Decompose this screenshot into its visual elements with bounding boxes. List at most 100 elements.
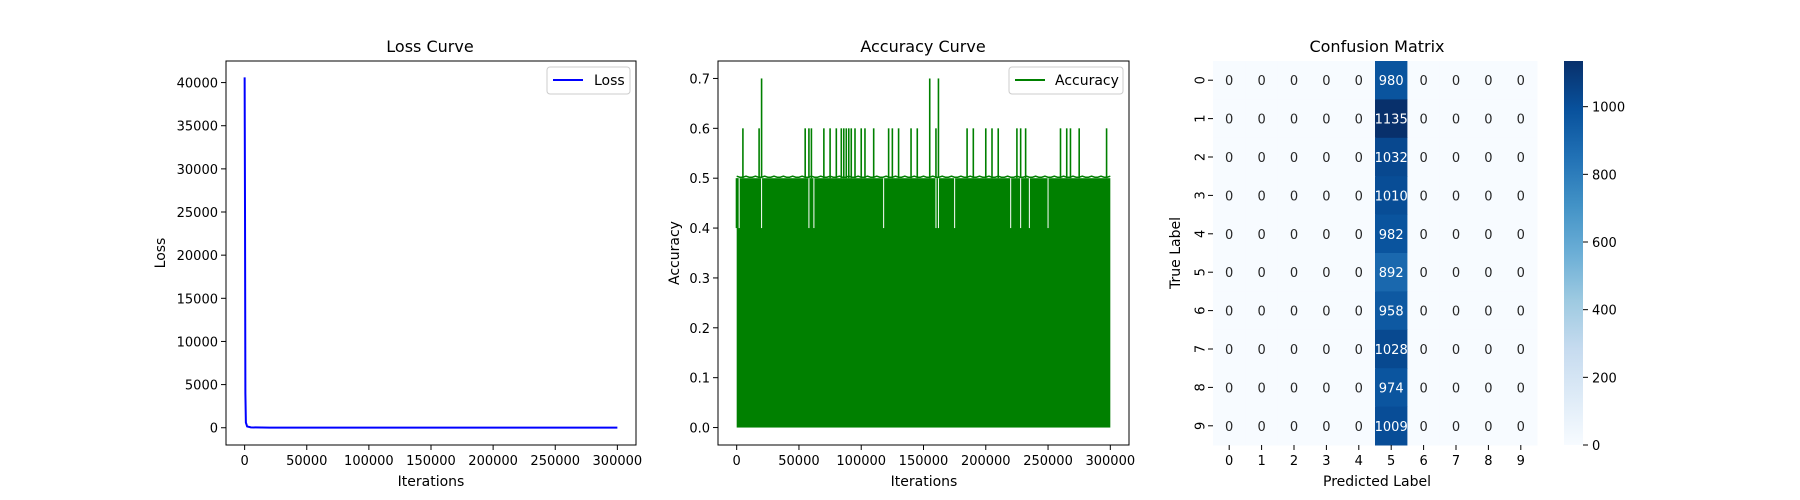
confusion-matrix-cell-value: 0 xyxy=(1322,266,1330,281)
confusion-matrix-cell-value: 974 xyxy=(1379,381,1404,396)
confusion-matrix-cell xyxy=(1213,253,1246,292)
confusion-matrix-cell-value: 0 xyxy=(1452,266,1460,281)
confusion-matrix-cell xyxy=(1504,176,1538,216)
loss-y-tick-label: 10000 xyxy=(177,335,218,350)
accuracy-x-axis-label: Iterations xyxy=(891,474,958,490)
confusion-matrix-cell-value: 0 xyxy=(1452,343,1460,358)
confusion-matrix-cell xyxy=(1213,99,1246,139)
confusion-matrix-cell xyxy=(1472,61,1506,100)
confusion-matrix-colorbar-tick-label: 0 xyxy=(1592,439,1600,454)
confusion-matrix-cell-value: 0 xyxy=(1225,113,1233,128)
confusion-matrix-cell xyxy=(1245,214,1279,254)
confusion-matrix-cell-value: 0 xyxy=(1452,381,1460,396)
confusion-matrix-colorbar-tick-label: 800 xyxy=(1592,168,1617,183)
confusion-matrix-cell xyxy=(1375,176,1408,216)
accuracy-y-axis-label: Accuracy xyxy=(667,221,683,285)
confusion-matrix-cell-value: 0 xyxy=(1517,305,1525,320)
confusion-matrix-cell xyxy=(1213,176,1246,216)
confusion-matrix-cell-value: 0 xyxy=(1452,189,1460,204)
confusion-matrix-cell-value: 1028 xyxy=(1375,343,1408,358)
confusion-matrix-cell-value: 0 xyxy=(1257,151,1265,166)
confusion-matrix-cell xyxy=(1245,176,1279,216)
confusion-matrix-x-axis-label: Predicted Label xyxy=(1323,474,1431,490)
confusion-matrix-cell-value: 0 xyxy=(1257,305,1265,320)
confusion-matrix-cell xyxy=(1504,253,1538,292)
confusion-matrix-cell-value: 0 xyxy=(1484,228,1492,243)
confusion-matrix-cell xyxy=(1472,291,1506,331)
confusion-matrix-cell-value: 0 xyxy=(1257,266,1265,281)
confusion-matrix-x-ticks: 0 1 2 3 4 5 6 7 8 9 xyxy=(1225,445,1525,469)
confusion-matrix-y-tick-label: 4 xyxy=(1194,230,1209,238)
confusion-matrix-cell xyxy=(1439,329,1473,369)
confusion-matrix-x-tick-label: 5 xyxy=(1387,454,1395,469)
confusion-matrix-cell xyxy=(1277,406,1311,446)
confusion-matrix-cell-value: 0 xyxy=(1419,74,1427,89)
confusion-matrix-cell xyxy=(1439,291,1473,331)
accuracy-chart: Accuracy Curve 0 50000 100000 150000 200000 2… xyxy=(667,37,1135,490)
confusion-matrix-cell xyxy=(1504,214,1538,254)
confusion-matrix-cell xyxy=(1213,61,1246,100)
accuracy-y-ticks: 0.0 0.1 0.2 0.3 0.4 0.5 0.6 0.7 xyxy=(689,72,718,437)
confusion-matrix-cell-value: 0 xyxy=(1225,343,1233,358)
confusion-matrix-title: Confusion Matrix xyxy=(1309,37,1444,56)
accuracy-y-tick-label: 0.0 xyxy=(689,422,710,437)
accuracy-x-tick-label: 300000 xyxy=(1085,454,1135,469)
confusion-matrix-cell-value: 0 xyxy=(1290,228,1298,243)
confusion-matrix-cell-value: 0 xyxy=(1419,266,1427,281)
confusion-matrix-cell xyxy=(1213,329,1246,369)
loss-x-tick-label: 300000 xyxy=(593,454,643,469)
confusion-matrix-cell-value: 0 xyxy=(1517,343,1525,358)
accuracy-x-tick-label: 250000 xyxy=(1023,454,1073,469)
confusion-matrix-y-tick-label: 6 xyxy=(1194,306,1209,314)
confusion-matrix-cell xyxy=(1407,291,1441,331)
confusion-matrix-y-tick-label: 0 xyxy=(1194,76,1209,84)
confusion-matrix-cell-value: 958 xyxy=(1379,305,1404,320)
confusion-matrix-cell-value: 0 xyxy=(1355,113,1363,128)
confusion-matrix-cell xyxy=(1342,61,1376,100)
confusion-matrix-x-tick-label: 4 xyxy=(1355,454,1363,469)
confusion-matrix-cell-value: 0 xyxy=(1484,113,1492,128)
confusion-matrix-cell-value: 0 xyxy=(1517,74,1525,89)
confusion-matrix-chart: Confusion Matrix 0 0 0 0 0 980 0 0 0 00 0 0 0 0 1135 0 0… xyxy=(1168,37,1625,490)
confusion-matrix-cell xyxy=(1375,137,1408,177)
confusion-matrix-cell-value: 0 xyxy=(1355,151,1363,166)
confusion-matrix-cell xyxy=(1407,329,1441,369)
accuracy-y-tick-label: 0.7 xyxy=(689,72,710,87)
confusion-matrix-cell xyxy=(1342,137,1376,177)
confusion-matrix-y-ticks: 0 1 2 3 4 5 6 7 8 9 xyxy=(1194,76,1213,430)
confusion-matrix-cell-value: 0 xyxy=(1290,74,1298,89)
confusion-matrix-cell xyxy=(1472,137,1506,177)
confusion-matrix-cell-value: 0 xyxy=(1290,189,1298,204)
confusion-matrix-cell xyxy=(1472,176,1506,216)
accuracy-legend: Accuracy xyxy=(1008,66,1124,95)
confusion-matrix-cell xyxy=(1213,137,1246,177)
confusion-matrix-cell xyxy=(1277,137,1311,177)
confusion-matrix-cell-value: 0 xyxy=(1322,381,1330,396)
confusion-matrix-cell-value: 0 xyxy=(1322,74,1330,89)
confusion-matrix-cell-value: 0 xyxy=(1484,151,1492,166)
confusion-matrix-cell xyxy=(1213,406,1246,446)
confusion-matrix-cell xyxy=(1245,368,1279,408)
loss-x-tick-label: 250000 xyxy=(530,454,580,469)
accuracy-y-tick-label: 0.2 xyxy=(689,322,710,337)
confusion-matrix-cell-value: 0 xyxy=(1257,74,1265,89)
confusion-matrix-cell-value: 0 xyxy=(1484,266,1492,281)
loss-legend: Loss xyxy=(546,66,631,95)
confusion-matrix-colorbar-tick-label: 1000 xyxy=(1592,101,1625,116)
loss-axes-frame xyxy=(225,60,637,446)
confusion-matrix-cell-value: 0 xyxy=(1257,381,1265,396)
confusion-matrix-x-tick-label: 2 xyxy=(1290,454,1298,469)
loss-x-tick-label: 50000 xyxy=(286,454,327,469)
confusion-matrix-y-tick-label: 2 xyxy=(1194,153,1209,161)
confusion-matrix-cell xyxy=(1277,176,1311,216)
confusion-matrix-cell-value: 0 xyxy=(1225,151,1233,166)
confusion-matrix-cell-value: 0 xyxy=(1322,305,1330,320)
confusion-matrix-cell xyxy=(1277,253,1311,292)
confusion-matrix-x-tick-label: 9 xyxy=(1517,454,1525,469)
confusion-matrix-y-axis-label: True Label xyxy=(1168,217,1184,290)
confusion-matrix-x-tick-label: 3 xyxy=(1322,454,1330,469)
confusion-matrix-cell-value: 0 xyxy=(1517,113,1525,128)
confusion-matrix-cell xyxy=(1504,99,1538,139)
confusion-matrix-cell xyxy=(1342,291,1376,331)
confusion-matrix-cell xyxy=(1310,406,1344,446)
